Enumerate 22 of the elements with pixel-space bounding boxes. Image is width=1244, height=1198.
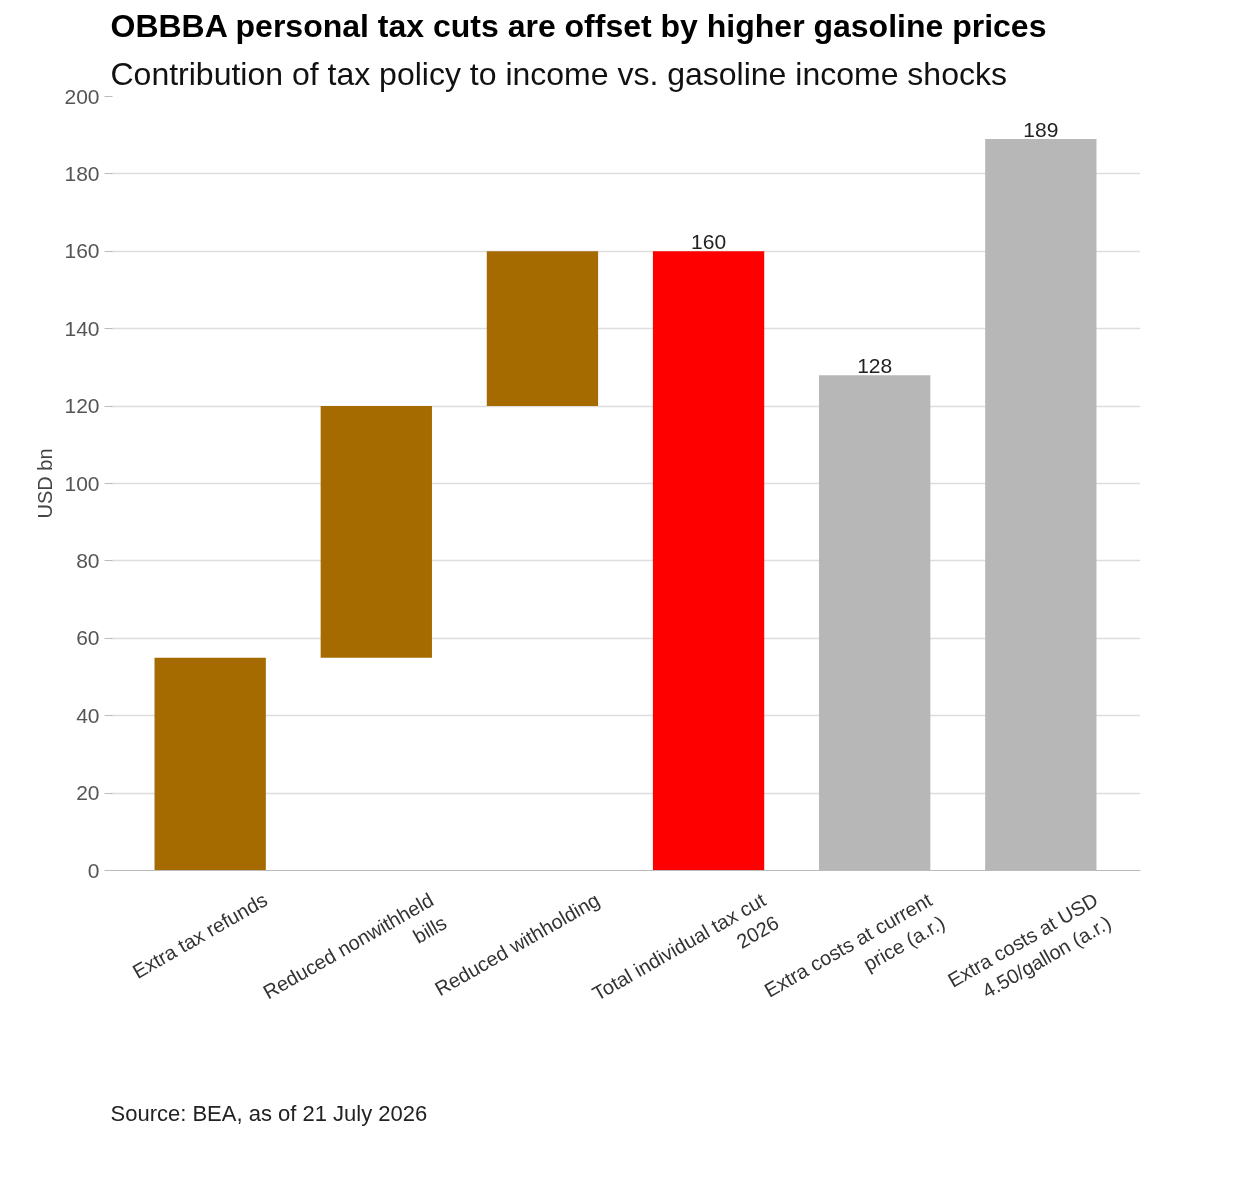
data-label: 189	[1023, 118, 1059, 142]
y-tick-label: 160	[64, 239, 100, 263]
bar	[486, 251, 599, 407]
chart-subtitle: Contribution of tax policy to income vs. gasoline income shocks	[110, 55, 1007, 92]
y-tick-label: 40	[76, 703, 100, 727]
bar	[154, 657, 266, 871]
y-tick-label: 0	[87, 858, 100, 882]
data-label: 128	[857, 354, 893, 378]
source-note: Source: BEA, as of 21 July 2026	[110, 1100, 428, 1126]
bar	[652, 251, 765, 871]
y-tick-label: 60	[76, 626, 100, 650]
y-tick-label: 140	[64, 316, 100, 340]
chart-title: OBBBA personal tax cuts are offset by higher gasoline prices	[110, 7, 1047, 44]
bar	[320, 406, 432, 658]
y-tick-label: 200	[64, 84, 100, 108]
y-tick-label: 20	[76, 781, 100, 805]
y-tick-label: 120	[64, 394, 100, 418]
y-tick-label: 80	[76, 548, 100, 572]
y-axis-title: USD bn	[34, 448, 57, 519]
y-tick-label: 100	[64, 471, 100, 495]
y-tick-label: 180	[64, 161, 100, 185]
data-label: 160	[691, 230, 727, 254]
